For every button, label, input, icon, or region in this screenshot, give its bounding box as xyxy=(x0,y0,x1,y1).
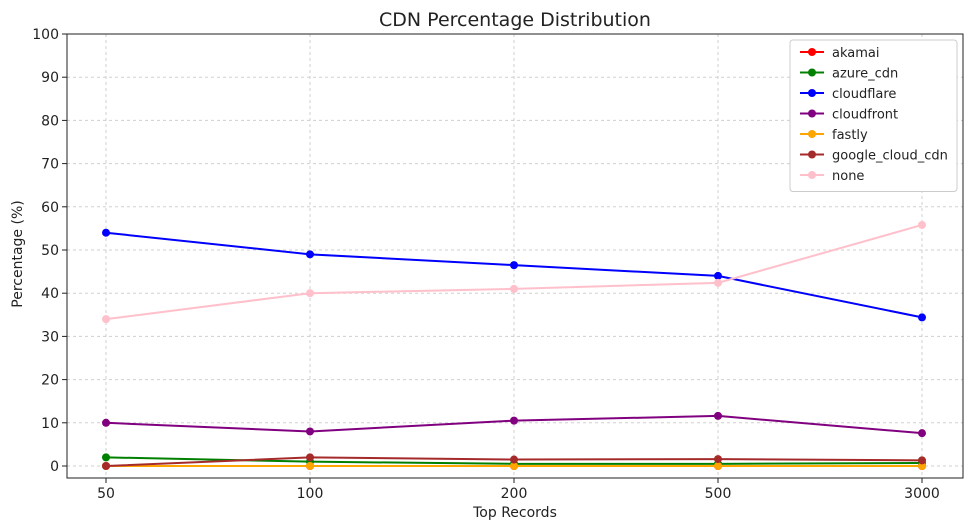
legend-swatch-marker xyxy=(808,68,816,77)
legend-item: cloudfront xyxy=(800,108,898,123)
y-tick-label: 100 xyxy=(32,27,59,43)
data-point xyxy=(510,261,518,270)
x-tick-label: 100 xyxy=(297,486,324,502)
legend: akamai azure_cdn cloudflare cloudfront fastl… xyxy=(789,39,958,192)
legend-label: none xyxy=(832,169,864,184)
data-point xyxy=(714,271,722,280)
legend-item: google_cloud_cdn xyxy=(800,149,948,164)
data-point xyxy=(102,462,110,470)
chart-title: CDN Percentage Distribution xyxy=(379,9,651,31)
x-tick-label: 50 xyxy=(97,486,115,502)
y-axis-label: Percentage (%) xyxy=(10,200,26,307)
legend-swatch-marker xyxy=(808,150,816,159)
legend-swatch-marker xyxy=(808,130,816,138)
legend-label: fastly xyxy=(832,128,868,143)
y-tick-label: 50 xyxy=(41,243,59,259)
legend-item: azure_cdn xyxy=(800,67,898,82)
series-cloudfront xyxy=(102,411,926,438)
legend-item: none xyxy=(800,169,864,184)
legend-swatch-marker xyxy=(808,89,816,97)
legend-label: akamai xyxy=(832,46,879,61)
x-tick-label: 500 xyxy=(705,486,732,502)
legend-item: akamai xyxy=(800,46,879,61)
legend-box xyxy=(789,39,958,192)
data-point xyxy=(510,462,518,470)
y-tick-label: 80 xyxy=(41,113,59,129)
data-point xyxy=(918,429,926,438)
data-point xyxy=(510,455,518,464)
data-point xyxy=(714,455,722,464)
legend-item: fastly xyxy=(800,128,868,143)
data-point xyxy=(918,462,926,470)
y-tick-label: 10 xyxy=(41,416,59,432)
y-tick-label: 20 xyxy=(41,373,59,389)
data-point xyxy=(102,453,110,462)
legend-label: google_cloud_cdn xyxy=(832,149,948,164)
data-point xyxy=(102,228,110,237)
series-none xyxy=(102,220,926,324)
y-tick-label: 60 xyxy=(41,200,59,216)
data-point xyxy=(918,220,926,229)
data-point xyxy=(306,289,314,298)
legend-label: azure_cdn xyxy=(832,67,898,82)
data-point xyxy=(306,250,314,259)
data-point xyxy=(714,278,722,287)
y-tick-label: 0 xyxy=(50,459,59,475)
legend-label: cloudflare xyxy=(832,87,896,102)
series-group xyxy=(102,220,926,470)
plot-frame xyxy=(66,33,964,479)
data-point xyxy=(102,315,110,324)
axes: 0 10 20 30 40 50 60 70 80 90 100 50 100 200 500 3000 xyxy=(32,27,964,502)
legend-swatch-marker xyxy=(808,109,816,118)
data-point xyxy=(510,416,518,425)
data-point xyxy=(306,453,314,462)
x-tick-label: 200 xyxy=(501,486,528,502)
y-tick-label: 40 xyxy=(41,286,59,302)
series-google_cloud_cdn xyxy=(102,453,926,470)
legend-label: cloudfront xyxy=(832,108,898,123)
series-cloudflare xyxy=(102,228,926,322)
data-point xyxy=(714,411,722,420)
data-point xyxy=(102,418,110,427)
data-point xyxy=(918,456,926,465)
data-point xyxy=(714,462,722,470)
x-axis-label: Top Records xyxy=(472,505,557,521)
data-point xyxy=(918,313,926,322)
legend-swatch-marker xyxy=(808,171,816,179)
data-point xyxy=(510,284,518,293)
legend-swatch-marker xyxy=(808,48,816,56)
y-tick-label: 90 xyxy=(41,70,59,86)
data-point xyxy=(306,462,314,470)
legend-item: cloudflare xyxy=(800,87,896,102)
data-point xyxy=(306,427,314,436)
x-tick-label: 3000 xyxy=(904,486,940,502)
y-tick-label: 30 xyxy=(41,329,59,345)
y-tick-label: 70 xyxy=(41,157,59,173)
